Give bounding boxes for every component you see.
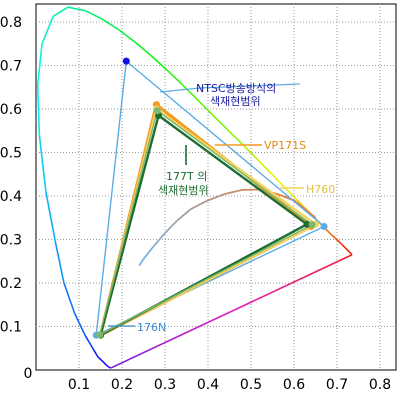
y-tick-label-4: 0.4 — [0, 189, 22, 205]
y-tick-label-5: 0.5 — [0, 146, 22, 162]
spectral-locus-segment-4 — [92, 347, 99, 358]
planckian-locus-segment-9 — [151, 232, 166, 249]
gamut-vertex-4-2 — [96, 331, 104, 339]
origin-label: 0 — [24, 366, 33, 382]
planckian-locus-segment-4 — [225, 189, 243, 195]
planckian-locus-segment-5 — [207, 192, 226, 202]
spectral-locus-segment-9 — [45, 191, 57, 242]
planckian-locus-segment-0 — [293, 199, 317, 219]
spectral-locus-segment-27 — [256, 158, 272, 174]
spectral-locus-segment-20 — [149, 54, 167, 70]
spectral-locus-segment-26 — [241, 143, 258, 160]
planckian-locus-segment-6 — [190, 199, 209, 210]
spectral-locus-segment-25 — [226, 128, 243, 145]
spectral-locus-segment-14 — [52, 6, 69, 18]
x-tick-label-3: 0.3 — [154, 377, 176, 393]
spectral-locus-segment-22 — [180, 82, 197, 100]
x-tick-label-8: 0.8 — [369, 377, 391, 393]
spectral-locus-segment-13 — [41, 16, 54, 45]
label-vp171s: VP171S — [264, 139, 306, 152]
x-tick-label-4: 0.4 — [197, 377, 219, 393]
spectral-locus-segment-29 — [283, 186, 298, 201]
spectral-locus-segment-1 — [106, 365, 111, 369]
planckian-locus-segment-11 — [138, 258, 145, 267]
y-tick-label-1: 0.1 — [0, 320, 22, 336]
spectral-locus-segment-11 — [36, 85, 41, 136]
spectral-locus-segment-12 — [36, 43, 43, 86]
planckian-locus-segment-7 — [177, 208, 192, 221]
planckian-locus-segment-8 — [164, 219, 179, 234]
gamut-vertex-0-1 — [320, 222, 328, 230]
x-tick-label-7: 0.7 — [326, 377, 348, 393]
spectral-locus-segment-36 — [341, 244, 353, 256]
spectral-locus-segment-16 — [85, 9, 104, 21]
spectral-locus-segment-19 — [134, 41, 151, 56]
spectral-locus-segment-18 — [118, 29, 136, 43]
spectral-locus-segment-17 — [102, 18, 120, 31]
gamut-vertex-4-0 — [153, 107, 161, 115]
x-tick-label-2: 0.2 — [111, 377, 133, 393]
x-tick-label-6: 0.6 — [283, 377, 305, 393]
spectral-locus-segment-5 — [84, 334, 94, 349]
y-tick-label-3: 0.3 — [0, 233, 22, 249]
y-tick-label-6: 0.6 — [0, 102, 22, 118]
spectral-locus-segment-34 — [330, 233, 337, 240]
line-of-purples — [110, 254, 353, 369]
y-tick-label-8: 0.8 — [0, 15, 22, 31]
label-177t-line2: 색재현범위 — [158, 184, 209, 197]
label-177t-line1: 177T 의 — [166, 170, 207, 183]
label-ntsc-line2: 색재현범위 — [210, 95, 261, 108]
planckian-locus-segment-10 — [142, 247, 153, 260]
spectral-locus-segment-28 — [270, 172, 286, 188]
x-tick-label-1: 0.1 — [68, 377, 90, 393]
plot-area — [35, 3, 397, 371]
y-tick-label-2: 0.2 — [0, 276, 22, 292]
label-h760: H760 — [306, 183, 335, 196]
spectral-locus-segment-10 — [38, 135, 47, 192]
spectral-locus-segment-15 — [67, 6, 86, 12]
gamut-vertex-3-1 — [303, 220, 311, 228]
spectral-locus-segment-3 — [97, 356, 104, 362]
gamut-vertex-0-0 — [122, 57, 130, 65]
gamut-triangle-3 — [99, 114, 309, 337]
gamut-triangle-0 — [95, 60, 325, 336]
spectral-locus-segment-23 — [195, 97, 213, 115]
leader-ntsc — [159, 83, 301, 93]
label-176n: 176N — [137, 321, 166, 334]
gamut-vertex-4-1 — [308, 221, 316, 229]
spectral-locus-segment-24 — [210, 113, 228, 130]
x-tick-label-5: 0.5 — [240, 377, 262, 393]
spectral-locus-segment-8 — [54, 241, 65, 284]
gamut-triangle-4 — [98, 110, 313, 336]
spectral-locus-segment-35 — [335, 238, 343, 246]
spectral-locus-segment-6 — [73, 313, 86, 336]
y-tick-label-7: 0.7 — [0, 59, 22, 75]
label-ntsc-line1: NTSC방송방식의 — [196, 82, 276, 95]
spectral-locus-segment-2 — [102, 360, 108, 367]
spectral-locus-segment-21 — [165, 68, 182, 84]
spectral-locus-segment-7 — [63, 282, 76, 314]
